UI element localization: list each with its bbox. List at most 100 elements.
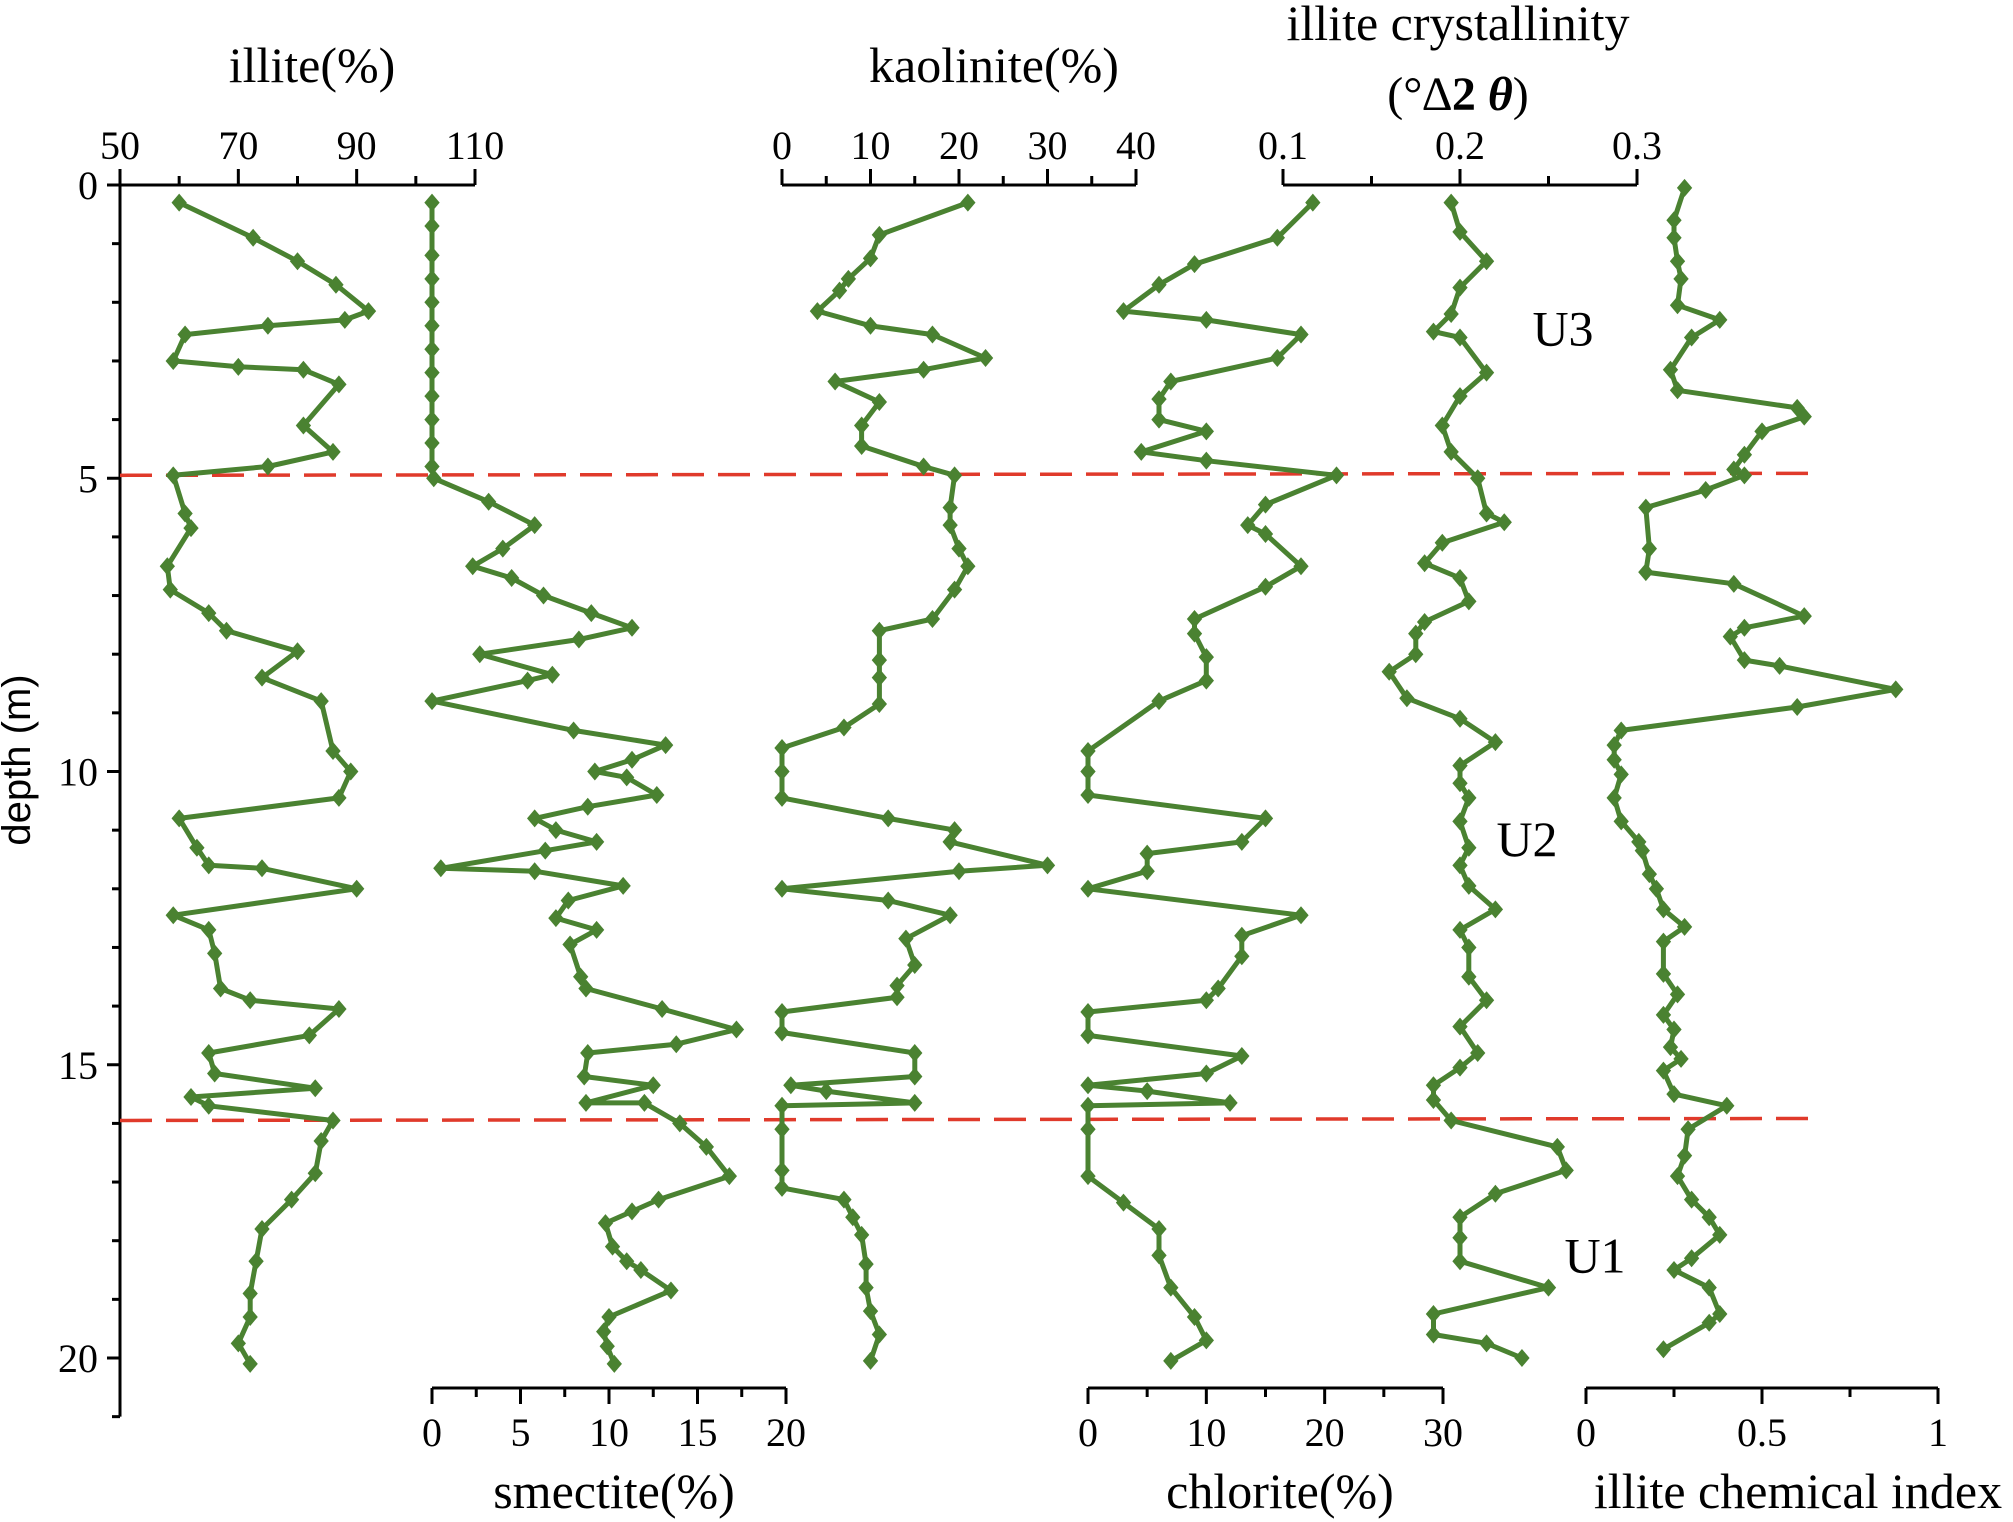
data-point	[480, 492, 497, 511]
data-point	[424, 316, 440, 335]
data-point	[424, 457, 440, 476]
data-point	[1293, 557, 1309, 576]
data-point	[596, 1322, 612, 1341]
panel-tick-label: 0	[422, 1410, 442, 1455]
data-point	[1080, 762, 1096, 781]
data-point	[1151, 390, 1167, 409]
data-point	[818, 1082, 834, 1101]
data-point	[201, 1044, 217, 1063]
data-point	[1638, 498, 1654, 517]
panel-smectite: 0 5 10 15 20 smectite(%)	[422, 193, 806, 1519]
data-point	[1080, 1120, 1096, 1139]
data-point	[1613, 812, 1629, 831]
data-point	[951, 862, 967, 881]
data-point	[1186, 624, 1203, 643]
data-point	[560, 891, 576, 910]
data-point	[1269, 349, 1285, 368]
panel-tick-label: 20	[766, 1410, 806, 1455]
data-point	[562, 935, 578, 954]
data-point	[871, 393, 887, 412]
unit-part-close: )	[1513, 68, 1529, 121]
data-point	[858, 1255, 874, 1274]
series-line-illite-crystallinity	[1386, 200, 1569, 1361]
data-point	[871, 225, 887, 244]
data-point	[649, 785, 665, 804]
data-point	[1198, 1064, 1214, 1083]
data-point	[183, 1088, 199, 1107]
data-point	[1478, 1334, 1495, 1353]
data-point	[245, 228, 261, 247]
data-point	[1186, 1307, 1203, 1326]
data-point	[1234, 926, 1250, 945]
unit-part-open: (°∆	[1387, 68, 1452, 121]
panel-tick-label: 0.1	[1258, 123, 1308, 168]
data-point	[177, 325, 193, 344]
data-point	[1139, 1082, 1155, 1101]
panel-title: chlorite(%)	[1166, 1463, 1394, 1519]
data-point	[619, 1252, 635, 1271]
data-point	[1712, 1305, 1728, 1324]
data-point	[424, 193, 440, 212]
data-point	[657, 736, 674, 755]
data-point	[565, 721, 582, 740]
data-point	[1669, 985, 1686, 1004]
data-point	[1680, 1120, 1696, 1139]
data-point	[576, 1067, 592, 1086]
data-point	[1673, 269, 1689, 288]
data-point	[1452, 756, 1468, 775]
data-point	[1452, 812, 1468, 831]
data-point	[1666, 1261, 1682, 1280]
data-point	[907, 956, 923, 975]
data-point	[283, 1190, 300, 1209]
data-point	[624, 750, 640, 769]
panel-tick-label: 1	[1928, 1410, 1948, 1455]
data-point	[1452, 1058, 1468, 1077]
unit-part-theta: θ	[1488, 68, 1513, 121]
data-point	[307, 1164, 323, 1183]
panel-tick-label: 40	[1116, 123, 1156, 168]
panel-tick-label: 0	[772, 123, 792, 168]
data-point	[1461, 788, 1477, 807]
data-point	[580, 797, 596, 816]
data-point	[871, 695, 887, 714]
data-point	[774, 739, 790, 758]
data-point	[1425, 1090, 1442, 1109]
data-point	[1606, 788, 1622, 807]
data-point	[977, 349, 994, 368]
data-point	[424, 410, 440, 429]
data-point	[1736, 618, 1753, 637]
data-point	[862, 316, 879, 335]
data-point	[313, 692, 329, 711]
data-point	[624, 1202, 640, 1221]
panel-tick-label: 0	[1576, 1410, 1596, 1455]
data-point	[242, 1284, 258, 1303]
data-point	[433, 859, 449, 878]
data-point	[325, 1111, 341, 1130]
data-point	[774, 1178, 790, 1197]
data-point	[871, 651, 887, 670]
data-point	[1425, 1076, 1442, 1095]
data-point	[1305, 193, 1321, 212]
panel-tick-label: 110	[446, 123, 505, 168]
data-point	[1676, 917, 1693, 936]
unit-part-number: 2	[1452, 68, 1488, 121]
data-point	[1443, 1111, 1459, 1130]
data-point	[1163, 372, 1179, 391]
data-point	[1257, 524, 1274, 543]
data-point	[1039, 856, 1056, 875]
data-point	[840, 269, 857, 288]
data-point	[1736, 651, 1753, 670]
data-point	[774, 788, 790, 807]
data-point	[424, 269, 440, 288]
data-point	[645, 1076, 661, 1095]
data-point	[171, 193, 187, 212]
depth-tick-label: 20	[58, 1336, 98, 1381]
data-point	[1293, 906, 1309, 925]
panel-illite-chemical-index: 0 0.5 1 illite chemical index	[1576, 178, 2002, 1519]
data-point	[1080, 1167, 1096, 1186]
data-point	[424, 217, 440, 236]
data-point	[588, 832, 605, 851]
data-point	[588, 920, 605, 939]
unit-label-u3: U3	[1532, 301, 1593, 357]
data-point	[472, 645, 488, 664]
